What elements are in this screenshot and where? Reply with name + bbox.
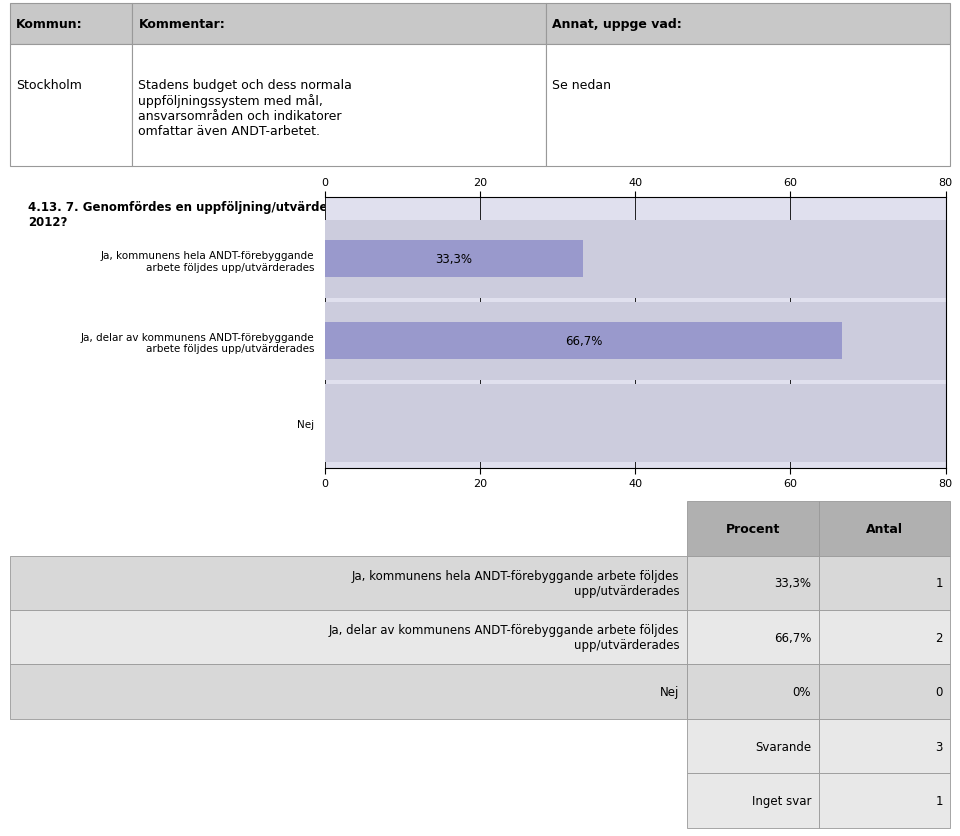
Text: 0%: 0%	[793, 686, 811, 698]
Bar	[132, 45, 546, 167]
Text: Se nedan: Se nedan	[552, 79, 612, 92]
Bar	[132, 4, 546, 45]
Bar	[10, 45, 132, 167]
Bar	[324, 303, 946, 380]
Text: Kommun:: Kommun:	[16, 18, 83, 31]
Bar	[687, 502, 819, 556]
Text: 0: 0	[935, 686, 943, 698]
Bar	[10, 665, 687, 719]
Bar	[687, 665, 819, 719]
Text: 1: 1	[935, 577, 943, 589]
Text: 1: 1	[935, 794, 943, 807]
Text: Inget svar: Inget svar	[752, 794, 811, 807]
Text: Procent: Procent	[726, 522, 780, 535]
Text: Svarande: Svarande	[755, 740, 811, 752]
Bar	[819, 719, 950, 773]
Text: Stockholm: Stockholm	[16, 79, 82, 92]
Bar	[324, 221, 946, 298]
Bar	[546, 4, 950, 45]
Text: 4.13. 7. Genomfördes en uppföljning/utvärdering av det ANDT-förebyggande arbetet: 4.13. 7. Genomfördes en uppföljning/utvä…	[29, 201, 719, 229]
Bar	[324, 241, 584, 278]
Bar	[687, 556, 819, 610]
Bar	[819, 773, 950, 828]
Bar	[10, 4, 132, 45]
Bar	[546, 45, 950, 167]
Text: 2: 2	[935, 631, 943, 644]
Text: Kommentar:: Kommentar:	[138, 18, 226, 31]
Text: Nej: Nej	[660, 686, 680, 698]
Text: Ja, delar av kommunens ANDT-förebyggande arbete följdes
upp/utvärderades: Ja, delar av kommunens ANDT-förebyggande…	[329, 624, 680, 651]
Text: Annat, uppge vad:: Annat, uppge vad:	[552, 18, 683, 31]
Bar	[687, 773, 819, 828]
Bar	[819, 502, 950, 556]
Bar	[324, 323, 843, 359]
Bar	[819, 665, 950, 719]
Bar	[687, 719, 819, 773]
Text: Antal: Antal	[866, 522, 903, 535]
Bar	[324, 385, 946, 462]
Text: 66,7%: 66,7%	[774, 631, 811, 644]
Bar	[819, 610, 950, 665]
Bar	[10, 556, 687, 610]
Bar	[819, 556, 950, 610]
Text: 33,3%: 33,3%	[774, 577, 811, 589]
Bar	[10, 610, 687, 665]
Text: 33,3%: 33,3%	[436, 253, 472, 266]
Text: 3: 3	[935, 740, 943, 752]
Text: Stadens budget och dess normala
uppföljningssystem med mål,
ansvarsområden och i: Stadens budget och dess normala uppföljn…	[138, 79, 352, 138]
Text: 66,7%: 66,7%	[564, 335, 602, 348]
Bar	[687, 610, 819, 665]
Text: Ja, kommunens hela ANDT-förebyggande arbete följdes
upp/utvärderades: Ja, kommunens hela ANDT-förebyggande arb…	[352, 569, 680, 597]
